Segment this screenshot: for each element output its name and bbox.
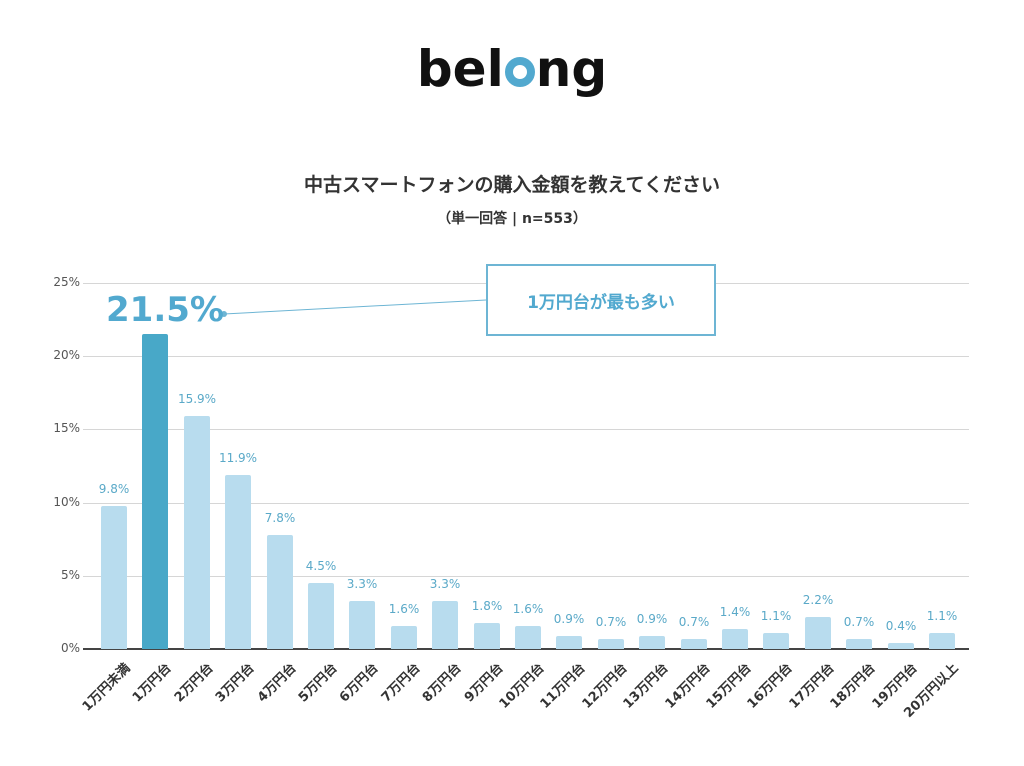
logo-text-end: ng [535,40,608,98]
bar [681,639,707,649]
bar-value-label: 1.6% [388,602,420,616]
bar-value-label: 3.3% [429,577,461,591]
bar [846,639,872,649]
bar [474,623,500,649]
bar [888,643,914,649]
callout-text: 1万円台が最も多い [527,292,675,313]
bar [101,506,127,649]
bar-value-label: 3.3% [346,577,378,591]
chart-title: 中古スマートフォンの購入金額を教えてください [304,174,720,196]
bar-value-label: 1.1% [926,609,958,623]
bar [308,583,334,649]
bar [598,639,624,649]
bar-value-label: 0.7% [595,615,627,629]
bar-value-label: 2.2% [802,593,834,607]
logo-o-ring-icon [504,57,535,87]
bar-value-label: 1.4% [719,605,751,619]
bar [763,633,789,649]
highlight-value-label: 21.5% [106,290,224,330]
bar-value-label: 4.5% [305,559,337,573]
gridline [83,429,969,430]
bar [929,633,955,649]
bar-value-label: 15.9% [177,392,217,406]
annotation-callout: 1万円台が最も多い [486,264,716,336]
bar-value-label: 0.4% [885,619,917,633]
bar [267,535,293,649]
bar [722,629,748,649]
bar [639,636,665,649]
bar [391,626,417,649]
bar-value-label: 0.9% [553,612,585,626]
bar-value-label: 9.8% [98,482,130,496]
bar [556,636,582,649]
y-tick-label: 0% [60,641,80,655]
bar-value-label: 1.6% [512,602,544,616]
bar [432,601,458,649]
y-tick-label: 10% [53,495,80,509]
y-tick-label: 20% [53,348,80,362]
logo-text-start: bel [416,40,504,98]
bar-value-label: 1.1% [760,609,792,623]
bar [805,617,831,649]
bar-value-label: 0.7% [678,615,710,629]
bar [349,601,375,649]
belong-logo: bel ng [0,40,1024,98]
gridline [83,576,969,577]
bar-value-label: 7.8% [264,511,296,525]
chart-subtitle: （単一回答 | n=553） [437,211,587,227]
y-tick-label: 25% [53,275,80,289]
bar [225,475,251,649]
x-axis-line [83,648,969,650]
gridline [83,503,969,504]
bar-value-label: 11.9% [218,451,258,465]
bar [515,626,541,649]
bar [184,416,210,649]
bar-value-label: 1.8% [471,599,503,613]
bar-value-label: 0.7% [843,615,875,629]
y-tick-label: 5% [60,568,80,582]
bar-value-label: 0.9% [636,612,668,626]
gridline [83,356,969,357]
bar [142,334,168,649]
y-tick-label: 15% [53,421,80,435]
